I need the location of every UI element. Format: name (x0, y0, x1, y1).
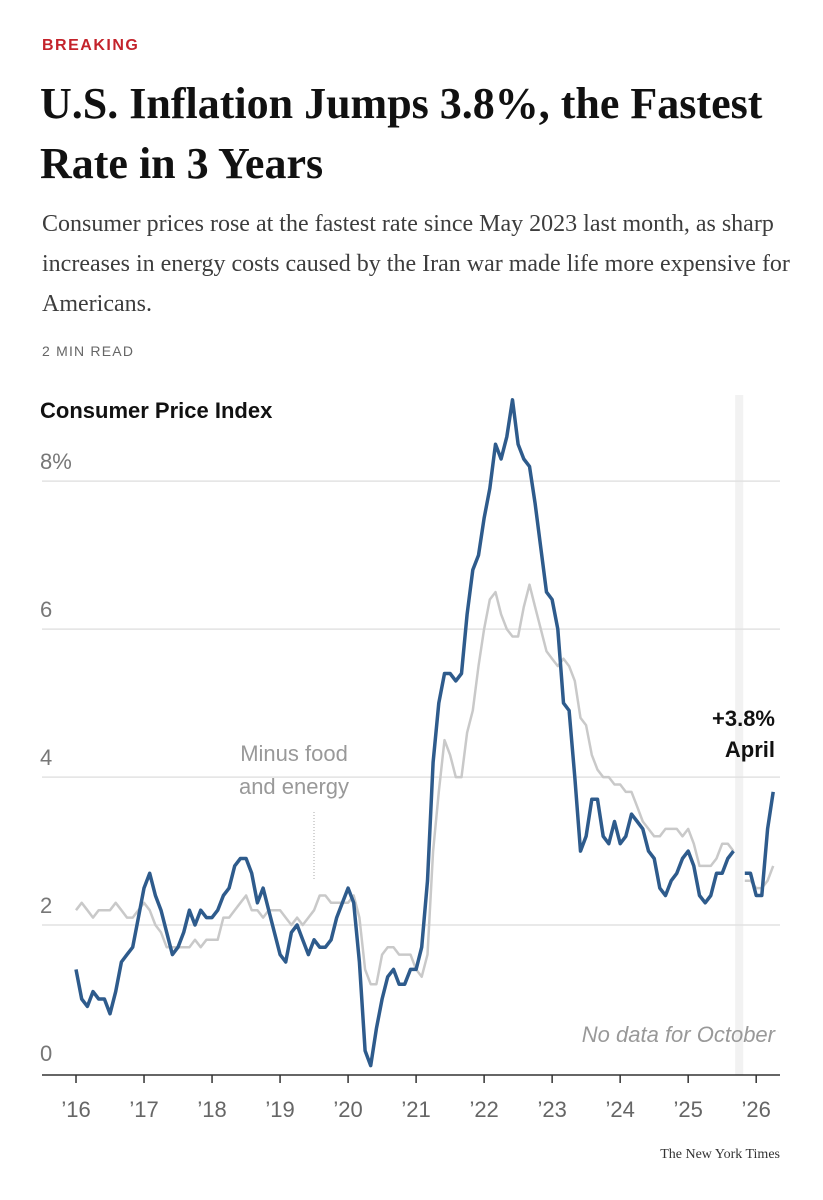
x-tick-label: ’19 (265, 1097, 294, 1122)
summary: Consumer prices rose at the fastest rate… (42, 211, 790, 317)
end-label-month: April (725, 737, 775, 762)
y-tick-label: 2 (40, 893, 52, 918)
x-tick-label: ’20 (333, 1097, 362, 1122)
x-tick-label: ’18 (197, 1097, 226, 1122)
x-tick-label: ’21 (401, 1097, 430, 1122)
read-time: 2 MIN READ (42, 343, 135, 359)
gap-band (735, 395, 744, 1075)
credit: The New York Times (660, 1147, 780, 1162)
gap-note: No data for October (582, 1022, 777, 1047)
x-tick-label: ’26 (742, 1097, 771, 1122)
end-label: +3.8% (712, 706, 775, 731)
annotation: and energy (239, 774, 349, 799)
x-tick-label: ’22 (469, 1097, 498, 1122)
kicker: BREAKING (42, 37, 140, 54)
x-tick-label: ’17 (129, 1097, 158, 1122)
x-tick-label: ’25 (673, 1097, 702, 1122)
x-tick-label: ’24 (605, 1097, 634, 1122)
line-series (74, 398, 775, 1068)
line-series (75, 583, 775, 986)
y-tick-label: 4 (40, 745, 52, 770)
y-tick-label: 0 (40, 1041, 52, 1066)
x-tick-label: ’23 (537, 1097, 566, 1122)
headline: U.S. Inflation Jumps 3.8%, the Fastest R… (40, 79, 763, 188)
annotation: Minus food (240, 741, 348, 766)
y-tick-label: 8% (40, 449, 72, 474)
chart-title: Consumer Price Index (40, 398, 273, 423)
x-tick-label: ’16 (61, 1097, 90, 1122)
y-tick-label: 6 (40, 597, 52, 622)
